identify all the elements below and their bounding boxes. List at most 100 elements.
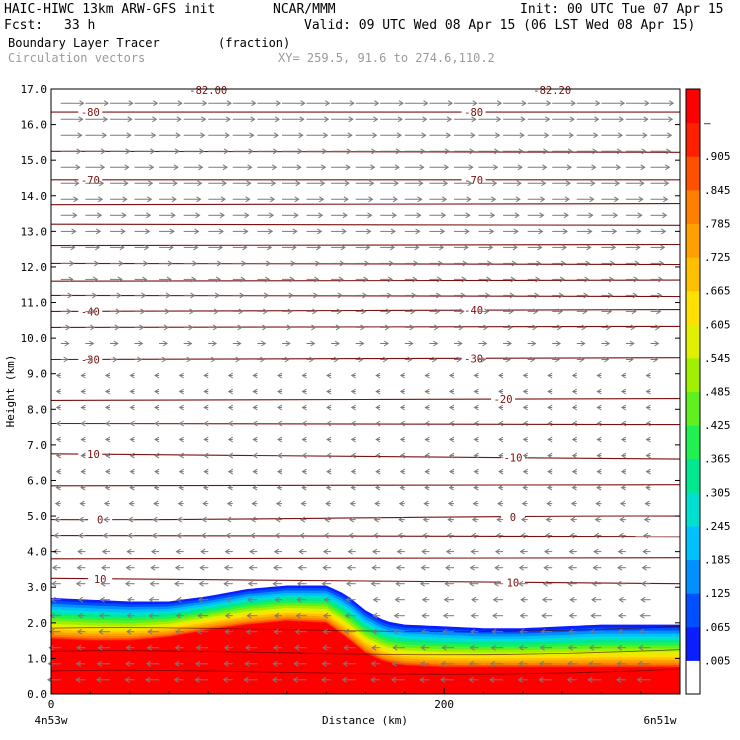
wind-vector: [326, 388, 332, 395]
wind-vector: [326, 436, 332, 443]
wind-vector: [490, 644, 504, 651]
wind-vector: [134, 164, 155, 171]
wind-vector: [247, 580, 258, 587]
wind-vector: [491, 628, 504, 635]
wind-vector: [331, 340, 340, 347]
wind-vector: [571, 468, 578, 475]
colorbar-label-2: .125: [704, 587, 731, 600]
colorbar-swatch-17: [686, 89, 700, 124]
wind-vector: [183, 148, 205, 155]
wind-vector: [520, 516, 528, 523]
wind-vector: [420, 644, 430, 651]
wind-vector: [200, 548, 209, 555]
isotherm-lower: [50, 649, 681, 656]
colorbar-label-10: .605: [704, 318, 731, 331]
wind-vector: [650, 340, 660, 347]
wind-vector: [96, 676, 110, 683]
isotherm-label-bg: [491, 393, 516, 406]
wind-vector: [595, 500, 602, 507]
wind-vector: [76, 564, 86, 571]
wind-vector: [454, 116, 477, 123]
wind-vector: [370, 580, 381, 587]
wind-vector: [596, 484, 602, 491]
wind-vector: [404, 180, 424, 187]
colorbar-label-3: .185: [704, 554, 731, 567]
wind-vector: [541, 596, 553, 603]
wind-vector: [306, 308, 318, 315]
wind-vector: [128, 500, 135, 507]
wind-vector: [567, 564, 577, 571]
wind-vector: [129, 436, 135, 443]
wind-vector: [306, 132, 329, 139]
wind-vector: [544, 548, 553, 555]
vector-layer: [46, 100, 675, 683]
wind-vector: [232, 292, 245, 299]
wind-vector: [125, 660, 135, 667]
wind-vector: [124, 676, 135, 683]
wind-vector: [650, 100, 675, 107]
wind-vector: [625, 132, 648, 139]
colorbar-swatch-5: [686, 492, 700, 527]
wind-vector: [273, 548, 282, 555]
wind-vector: [151, 532, 160, 539]
wind-vector: [60, 116, 84, 123]
wind-vector: [650, 260, 665, 267]
wind-vector: [54, 516, 61, 523]
wind-vector: [60, 260, 75, 267]
wind-vector: [257, 356, 266, 363]
wind-vector: [306, 340, 316, 347]
colorbar-swatch-14: [686, 189, 700, 224]
wind-vector: [349, 500, 356, 507]
wind-vector: [380, 276, 394, 283]
wind-vector: [326, 468, 332, 475]
wind-vector: [454, 100, 478, 107]
wind-vector: [159, 244, 174, 251]
wind-vector: [244, 644, 258, 651]
wind-vector: [80, 388, 86, 395]
wind-vector: [60, 292, 73, 299]
wind-vector: [105, 420, 111, 427]
wind-vector: [127, 532, 135, 539]
wind-vector: [323, 612, 332, 619]
y-tick-label: 6.0: [27, 474, 47, 487]
wind-vector: [478, 276, 492, 283]
wind-vector: [552, 228, 568, 235]
colorbar-swatch-0: [686, 660, 700, 695]
wind-vector: [374, 484, 381, 491]
wind-vector: [380, 180, 399, 187]
wind-vector: [176, 516, 184, 523]
tracer-fill-layer: [51, 585, 680, 694]
wind-vector: [60, 148, 82, 155]
wind-vector: [650, 244, 666, 251]
isotherm-label-bg: [461, 173, 486, 186]
wind-vector: [244, 660, 258, 667]
wind-vector: [503, 308, 514, 315]
wind-vector: [527, 308, 539, 315]
wind-vector: [306, 180, 326, 187]
wind-vector: [404, 100, 429, 107]
colorbar-label-4: .245: [704, 520, 731, 533]
isotherm-unlabeled: [50, 325, 681, 328]
wind-vector: [625, 340, 635, 347]
wind-vector: [178, 436, 184, 443]
wind-vector: [390, 676, 405, 683]
wind-vector: [208, 356, 217, 363]
wind-vector: [232, 100, 257, 107]
colorbar: .005 .065 .125 .185 .245 .305 .365 .425 .485 .545…: [685, 88, 731, 695]
wind-vector: [134, 228, 151, 235]
wind-vector: [148, 612, 160, 619]
wind-vector: [323, 532, 332, 539]
wind-vector: [227, 436, 234, 443]
wind-vector: [650, 276, 664, 283]
wind-vector: [570, 516, 577, 523]
wind-vector: [178, 468, 184, 475]
wind-vector: [296, 596, 307, 603]
wind-vector: [638, 628, 651, 635]
wind-vector: [441, 644, 454, 651]
wind-vector: [80, 484, 86, 491]
wind-vector: [355, 148, 377, 155]
wind-vector: [454, 308, 465, 315]
wind-vector: [134, 244, 150, 251]
wind-vector: [174, 580, 184, 587]
x-end-right-label: 6n51w: [643, 714, 676, 727]
